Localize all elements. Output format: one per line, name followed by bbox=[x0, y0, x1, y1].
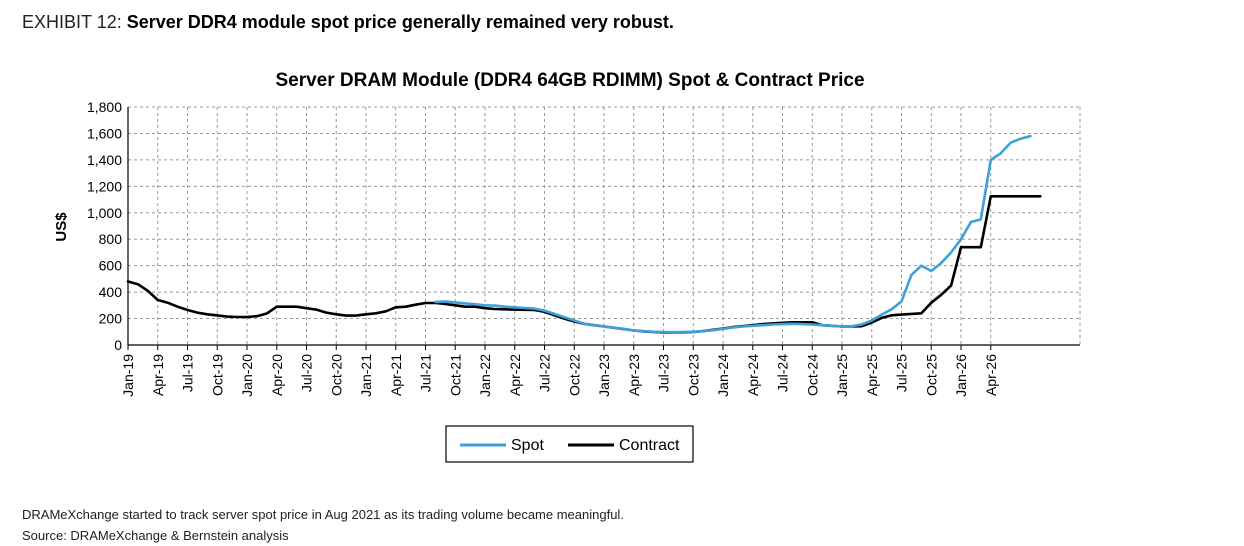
x-tick-label: Jan-24 bbox=[715, 354, 731, 397]
series-line-contract bbox=[126, 195, 1042, 334]
x-tick-label: Jul-19 bbox=[180, 354, 196, 392]
x-tick-label: Apr-19 bbox=[150, 354, 166, 396]
x-tick-label: Jul-25 bbox=[894, 354, 910, 392]
series-line-spot bbox=[434, 134, 1032, 334]
footnote: DRAMeXchange started to track server spo… bbox=[22, 507, 624, 522]
y-tick-label: 400 bbox=[99, 284, 123, 300]
x-tick-label: Oct-22 bbox=[566, 354, 582, 396]
y-tick-label: 600 bbox=[99, 258, 123, 274]
x-tick-label: Oct-20 bbox=[328, 354, 344, 396]
exhibit-heading: EXHIBIT 12: Server DDR4 module spot pric… bbox=[22, 12, 674, 33]
x-tick-label: Jul-23 bbox=[656, 354, 672, 392]
x-tick-label: Oct-25 bbox=[923, 354, 939, 396]
y-tick-label: 1,000 bbox=[87, 205, 122, 221]
x-tick-label: Jan-26 bbox=[953, 354, 969, 397]
y-tick-label: 1,200 bbox=[87, 178, 122, 194]
y-axis-label: US$ bbox=[53, 212, 70, 242]
x-tick-label: Jul-22 bbox=[537, 354, 553, 392]
chart-title: Server DRAM Module (DDR4 64GB RDIMM) Spo… bbox=[275, 70, 864, 91]
x-tick-label: Jan-19 bbox=[120, 354, 136, 397]
chart-series bbox=[126, 134, 1042, 334]
legend-label-spot: Spot bbox=[511, 437, 544, 454]
x-tick-label: Jan-21 bbox=[358, 354, 374, 397]
x-tick-label: Apr-21 bbox=[388, 354, 404, 396]
x-tick-label: Apr-20 bbox=[269, 354, 285, 396]
y-tick-label: 0 bbox=[114, 337, 122, 353]
y-tick-label: 1,800 bbox=[87, 99, 122, 115]
chart-axes: 0 200 400 600 800 1,000 1,200 1,400 1,600 1,800 Ja… bbox=[87, 99, 1080, 397]
x-tick-label: Oct-24 bbox=[804, 354, 820, 396]
x-tick-label: Apr-26 bbox=[983, 354, 999, 396]
y-tick-label: 800 bbox=[99, 231, 123, 247]
x-tick-label: Oct-19 bbox=[209, 354, 225, 396]
chart-legend: Spot Contract bbox=[445, 425, 694, 463]
x-tick-label: Oct-21 bbox=[447, 354, 463, 396]
x-tick-label: Apr-25 bbox=[864, 354, 880, 396]
x-tick-label: Jan-23 bbox=[596, 354, 612, 397]
x-tick-label: Jul-20 bbox=[299, 354, 315, 392]
x-tick-label: Apr-23 bbox=[626, 354, 642, 396]
legend-label-contract: Contract bbox=[619, 437, 680, 454]
x-tick-label: Jan-22 bbox=[477, 354, 493, 397]
exhibit-headline: Server DDR4 module spot price generally … bbox=[126, 12, 674, 32]
source-note: Source: DRAMeXchange & Bernstein analysi… bbox=[22, 528, 289, 543]
x-tick-label: Oct-23 bbox=[685, 354, 701, 396]
y-tick-label: 200 bbox=[99, 311, 123, 327]
x-tick-label: Apr-24 bbox=[745, 354, 761, 396]
x-tick-label: Jul-24 bbox=[775, 354, 791, 392]
x-tick-label: Jan-20 bbox=[239, 354, 255, 397]
x-tick-label: Jan-25 bbox=[834, 354, 850, 397]
x-tick-label: Jul-21 bbox=[418, 354, 434, 392]
y-tick-label: 1,600 bbox=[87, 125, 122, 141]
chart-grid bbox=[128, 106, 1081, 345]
exhibit-label: EXHIBIT 12: bbox=[22, 12, 122, 32]
x-tick-label: Apr-22 bbox=[507, 354, 523, 396]
y-tick-label: 1,400 bbox=[87, 152, 122, 168]
